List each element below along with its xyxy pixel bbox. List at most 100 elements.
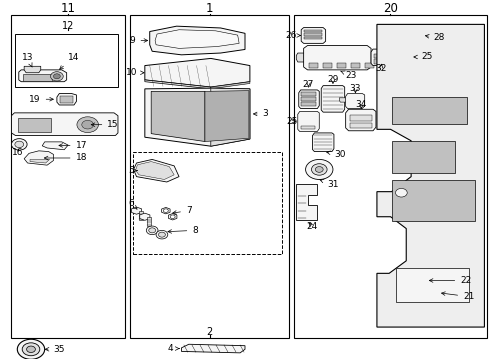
- Bar: [301, 92, 316, 96]
- Circle shape: [11, 139, 27, 150]
- Text: 3: 3: [253, 109, 269, 118]
- Text: 4: 4: [168, 344, 179, 353]
- Polygon shape: [301, 28, 326, 43]
- Polygon shape: [345, 94, 365, 109]
- Circle shape: [170, 215, 175, 219]
- Polygon shape: [377, 24, 485, 327]
- Polygon shape: [169, 213, 177, 220]
- Polygon shape: [131, 207, 142, 214]
- Circle shape: [306, 159, 333, 180]
- Polygon shape: [24, 66, 41, 73]
- Bar: [304, 37, 322, 40]
- Text: 21: 21: [441, 292, 474, 301]
- Polygon shape: [134, 159, 179, 182]
- Circle shape: [22, 343, 40, 356]
- Text: 30: 30: [327, 150, 345, 159]
- Text: 23: 23: [341, 71, 357, 80]
- Text: 35: 35: [45, 345, 65, 354]
- Polygon shape: [345, 109, 376, 131]
- Polygon shape: [150, 26, 245, 55]
- Bar: [323, 63, 332, 68]
- Bar: [15, 34, 118, 87]
- Text: 13: 13: [22, 53, 33, 67]
- Bar: [301, 126, 316, 129]
- Text: 25: 25: [414, 53, 433, 62]
- Text: 24: 24: [307, 222, 318, 231]
- Bar: [301, 97, 316, 101]
- Polygon shape: [422, 28, 437, 42]
- Circle shape: [50, 72, 63, 81]
- Text: 8: 8: [168, 226, 198, 235]
- Bar: [374, 54, 391, 58]
- Bar: [301, 102, 316, 107]
- Text: 34: 34: [356, 100, 367, 109]
- Polygon shape: [162, 207, 170, 214]
- Polygon shape: [145, 58, 250, 87]
- Polygon shape: [313, 133, 334, 152]
- Circle shape: [147, 226, 158, 235]
- Polygon shape: [299, 90, 319, 109]
- Polygon shape: [151, 91, 205, 141]
- Polygon shape: [145, 80, 211, 89]
- Text: 5: 5: [129, 166, 137, 175]
- Circle shape: [77, 117, 98, 132]
- Polygon shape: [298, 112, 319, 131]
- Circle shape: [26, 346, 35, 352]
- Polygon shape: [11, 113, 118, 135]
- Polygon shape: [321, 86, 344, 112]
- Bar: [392, 141, 455, 173]
- Bar: [130, 15, 289, 338]
- Bar: [349, 122, 372, 128]
- Bar: [396, 58, 410, 62]
- Text: 7: 7: [173, 206, 192, 215]
- Ellipse shape: [321, 82, 344, 89]
- Bar: [147, 217, 151, 226]
- Circle shape: [15, 141, 24, 148]
- Text: 10: 10: [126, 68, 144, 77]
- Bar: [392, 97, 467, 123]
- Text: 18: 18: [44, 153, 87, 162]
- Text: 19: 19: [29, 95, 53, 104]
- Polygon shape: [394, 50, 413, 64]
- Bar: [304, 33, 322, 36]
- Text: 33: 33: [350, 84, 361, 93]
- Text: 16: 16: [12, 148, 24, 157]
- Bar: [310, 63, 318, 68]
- Bar: [365, 63, 373, 68]
- Circle shape: [17, 339, 45, 359]
- Polygon shape: [140, 213, 150, 220]
- Text: 9: 9: [130, 36, 147, 45]
- Text: 12: 12: [62, 21, 74, 31]
- Polygon shape: [181, 344, 245, 353]
- Circle shape: [53, 74, 60, 79]
- Polygon shape: [211, 82, 250, 89]
- Text: 6: 6: [128, 199, 137, 209]
- Circle shape: [156, 230, 168, 239]
- Bar: [60, 96, 73, 103]
- Circle shape: [395, 188, 407, 197]
- Text: 25: 25: [286, 117, 297, 126]
- Circle shape: [159, 232, 165, 237]
- Bar: [349, 115, 372, 121]
- Circle shape: [316, 167, 323, 172]
- Text: 22: 22: [429, 276, 471, 285]
- Circle shape: [163, 209, 168, 212]
- Text: 20: 20: [383, 3, 397, 15]
- Polygon shape: [155, 30, 239, 48]
- Bar: [11, 15, 125, 338]
- Text: 32: 32: [375, 64, 387, 73]
- Polygon shape: [136, 162, 174, 180]
- Bar: [139, 211, 143, 220]
- Polygon shape: [57, 94, 76, 105]
- Bar: [337, 63, 346, 68]
- Polygon shape: [145, 88, 250, 146]
- Bar: [23, 74, 52, 81]
- Text: 29: 29: [327, 75, 339, 84]
- Text: 2: 2: [207, 328, 213, 337]
- Bar: [351, 63, 360, 68]
- Text: 15: 15: [91, 120, 119, 129]
- Polygon shape: [42, 142, 68, 150]
- Text: 27: 27: [303, 80, 314, 89]
- Polygon shape: [394, 28, 421, 44]
- Polygon shape: [296, 184, 318, 220]
